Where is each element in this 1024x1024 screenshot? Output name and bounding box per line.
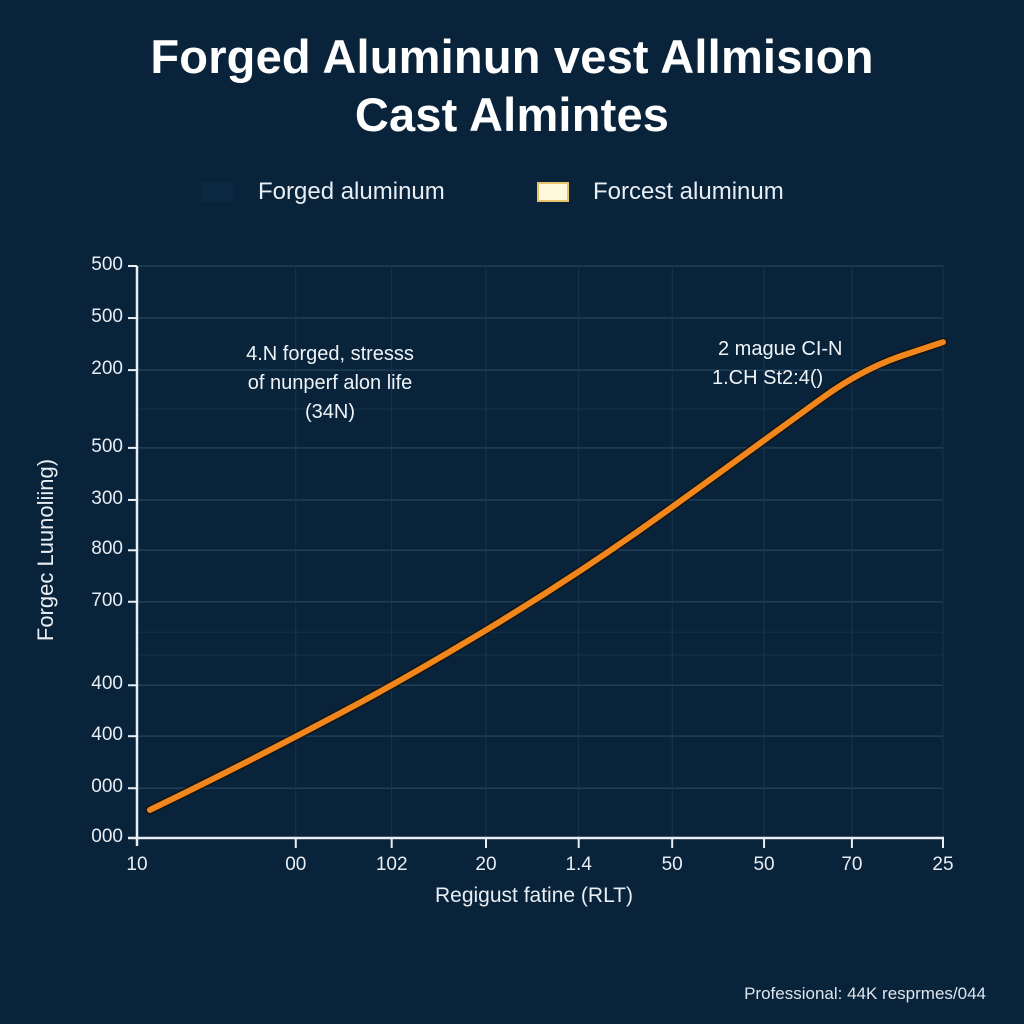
y-tick-label: 000 <box>91 826 123 847</box>
chart-title: Forged Aluminun vest Allmisıon Cast Almi… <box>0 28 1024 144</box>
legend-label-forged: Forged aluminum <box>258 178 445 205</box>
x-tick-label: 10 <box>126 854 148 875</box>
y-tick-label: 000 <box>91 776 123 798</box>
y-axis-label: Forgec Luunoliing) <box>33 458 58 642</box>
x-tick-label: 00 <box>285 854 307 875</box>
x-tick-label: 102 <box>375 854 408 875</box>
y-tick-label: 500 <box>91 306 123 328</box>
axes <box>128 265 944 848</box>
data-series <box>145 337 948 815</box>
x-tick-label: 1.4 <box>565 854 592 875</box>
series-line-forged-aluminum <box>146 339 946 813</box>
y-tick-label: 500 <box>91 435 123 457</box>
x-tick-label: 70 <box>841 854 863 875</box>
legend-item-forcest[interactable]: Forcest aluminum <box>537 174 784 210</box>
x-tick-label: 20 <box>475 854 497 875</box>
y-tick-label: 200 <box>91 358 123 380</box>
annotation-left-line-3: (34N) <box>304 401 355 423</box>
legend-item-forged[interactable]: Forged aluminum <box>202 174 445 210</box>
chart-title-line-1: Forged Aluminun vest Allmisıon <box>150 30 874 83</box>
legend: Forged aluminum Forcest aluminum <box>0 174 1024 210</box>
annotation-right-line-1: 2 mague CI-N <box>718 338 843 360</box>
y-tick-label: 500 <box>91 254 123 275</box>
legend-swatch-forged <box>202 182 234 202</box>
y-tick-label: 300 <box>91 487 123 509</box>
y-tick-label: 800 <box>91 538 123 560</box>
y-tick-label: 400 <box>91 673 123 695</box>
annotation-right-line-2: 1.CH St2:4() <box>712 367 824 389</box>
annotation-left: 4.N forged, stresss of nunperf alon life… <box>210 340 450 427</box>
footer-note: Professional: 44K resprmes/044 <box>744 984 986 1003</box>
annotation-left-line-1: 4.N forged, stresss <box>246 343 414 365</box>
y-tick-label: 400 <box>91 724 123 746</box>
x-tick-label: 50 <box>753 854 775 875</box>
annotation-left-line-2: of nunperf alon life <box>247 372 413 394</box>
annotation-right: 2 mague CI-N 1.CH St2:4() <box>712 335 843 393</box>
legend-swatch-forcest <box>537 182 569 202</box>
chart-title-line-2: Cast Almintes <box>354 88 670 141</box>
x-tick-label: 25 <box>932 854 954 875</box>
y-tick-label: 700 <box>91 589 123 611</box>
legend-label-forcest: Forcest aluminum <box>593 178 784 205</box>
x-axis-label: Regigust fatine (RLT) <box>434 884 634 907</box>
x-tick-label: 50 <box>661 854 683 875</box>
